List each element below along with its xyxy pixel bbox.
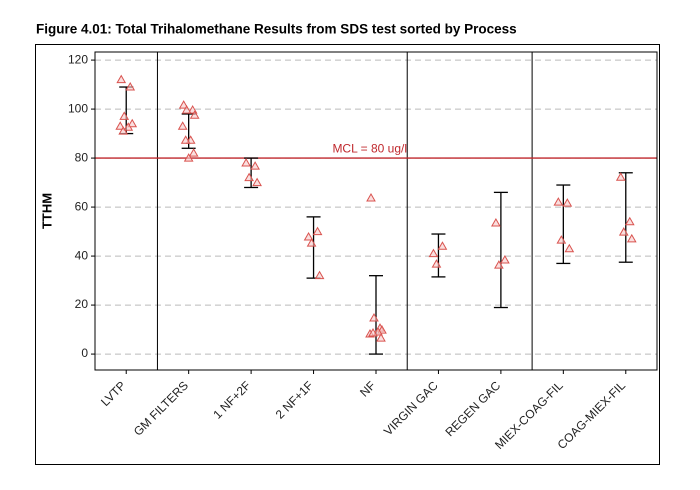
data-point: [312, 226, 323, 236]
x-tick-label: COAG-MIEX-FIL: [555, 378, 629, 452]
error-bar: [493, 191, 508, 309]
y-tick-label: 100: [68, 101, 88, 115]
y-tick-label: 60: [75, 199, 89, 213]
data-point: [125, 82, 136, 91]
x-tick-label: 1 NF+2F: [210, 378, 253, 421]
reference-label: MCL = 80 ug/l: [332, 141, 407, 155]
data-point: [376, 333, 386, 342]
y-axis-title: TTHM: [39, 193, 54, 229]
x-tick-label: NF: [357, 378, 378, 399]
data-point: [123, 122, 134, 131]
data-point: [491, 217, 501, 227]
data-point: [250, 161, 260, 170]
data-point: [189, 110, 200, 119]
data-point: [624, 216, 635, 226]
data-point: [241, 157, 251, 167]
data-point: [564, 243, 575, 253]
data-point: [183, 153, 194, 162]
error-bar: [244, 157, 259, 189]
y-tick-label: 80: [75, 150, 89, 164]
data-point: [431, 259, 442, 268]
data-point: [118, 126, 129, 135]
plot-frame: [94, 51, 658, 371]
data-point: [618, 227, 629, 236]
data-point: [115, 121, 126, 130]
data-point: [615, 172, 626, 181]
y-tick-label: 0: [81, 346, 88, 360]
x-tick-label: VIRGIN GAC: [381, 378, 441, 438]
x-tick-label: REGEN GAC: [442, 378, 503, 439]
data-point: [437, 241, 448, 250]
error-bar: [556, 184, 571, 265]
data-point: [428, 248, 439, 258]
data-point: [562, 198, 573, 207]
data-point: [116, 74, 127, 84]
data-point: [500, 254, 510, 264]
y-tick-label: 20: [75, 297, 89, 311]
data-point: [368, 327, 378, 337]
data-point: [244, 172, 254, 182]
data-point: [369, 313, 379, 322]
data-point: [180, 135, 191, 144]
error-bar: [306, 216, 321, 279]
data-point: [626, 233, 637, 243]
data-point: [178, 100, 189, 109]
data-point: [494, 260, 504, 269]
data-point: [181, 105, 192, 114]
y-tick-label: 40: [75, 248, 89, 262]
data-point: [252, 177, 262, 187]
error-bar: [369, 275, 383, 355]
chart-title: Figure 4.01: Total Trihalomethane Result…: [36, 22, 517, 37]
data-point: [314, 270, 325, 280]
data-point: [306, 238, 317, 247]
data-point: [303, 231, 314, 241]
error-bar: [618, 172, 633, 263]
data-point: [188, 148, 199, 157]
data-point: [556, 235, 567, 244]
data-point: [119, 111, 130, 120]
x-tick-label: LVTP: [98, 378, 128, 408]
x-tick-label: GM FILTERS: [131, 378, 191, 438]
data-point: [127, 118, 138, 128]
figure-frame: [35, 44, 660, 465]
error-bar: [431, 233, 446, 278]
x-tick-label: 2 NF+1F: [273, 378, 316, 421]
data-point: [177, 121, 188, 130]
y-tick-label: 120: [68, 52, 88, 66]
data-point: [553, 197, 564, 206]
data-point: [366, 193, 376, 202]
